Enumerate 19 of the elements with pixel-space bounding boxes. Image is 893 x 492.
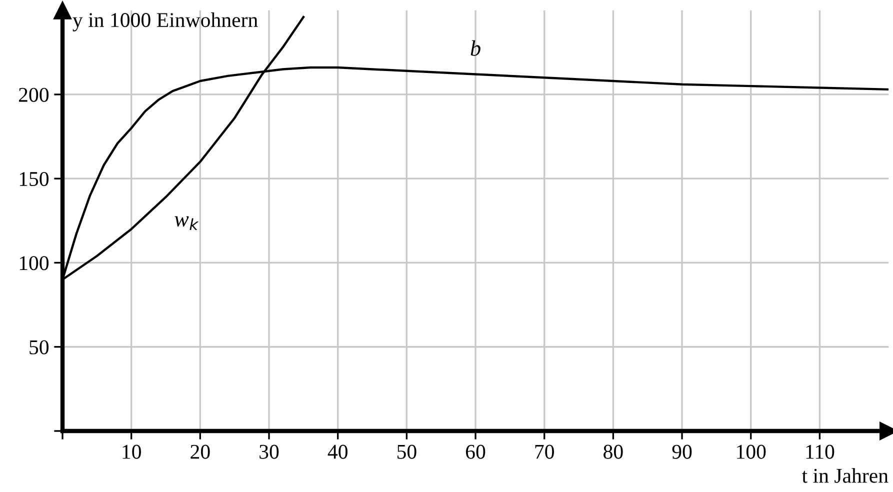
x-tick-label: 40: [328, 444, 348, 459]
series-label: w$_{k}$: [174, 216, 199, 230]
x-tick-label: 50: [397, 444, 416, 459]
y-tick-label: 100: [20, 256, 49, 270]
x-tick-label: 110: [806, 444, 834, 459]
x-tick-label: 30: [260, 444, 279, 459]
y-tick-label: 200: [18, 88, 49, 102]
x-tick-label: 100: [737, 444, 766, 459]
x-axis-title: t in Jahren: [802, 468, 888, 483]
y-axis-title: y in 1000 Einwohnern: [72, 12, 258, 32]
x-tick-label: 80: [604, 444, 623, 459]
x-tick-label: 60: [466, 444, 486, 459]
x-tick-label: 70: [535, 444, 554, 459]
y-tick-label: 50: [30, 340, 49, 354]
x-tick-label: 90: [672, 444, 692, 459]
x-tick-label: 20: [190, 444, 210, 459]
y-tick-label: 150: [20, 172, 49, 186]
x-tick-label: 10: [122, 444, 141, 459]
series-label: b: [470, 40, 480, 56]
